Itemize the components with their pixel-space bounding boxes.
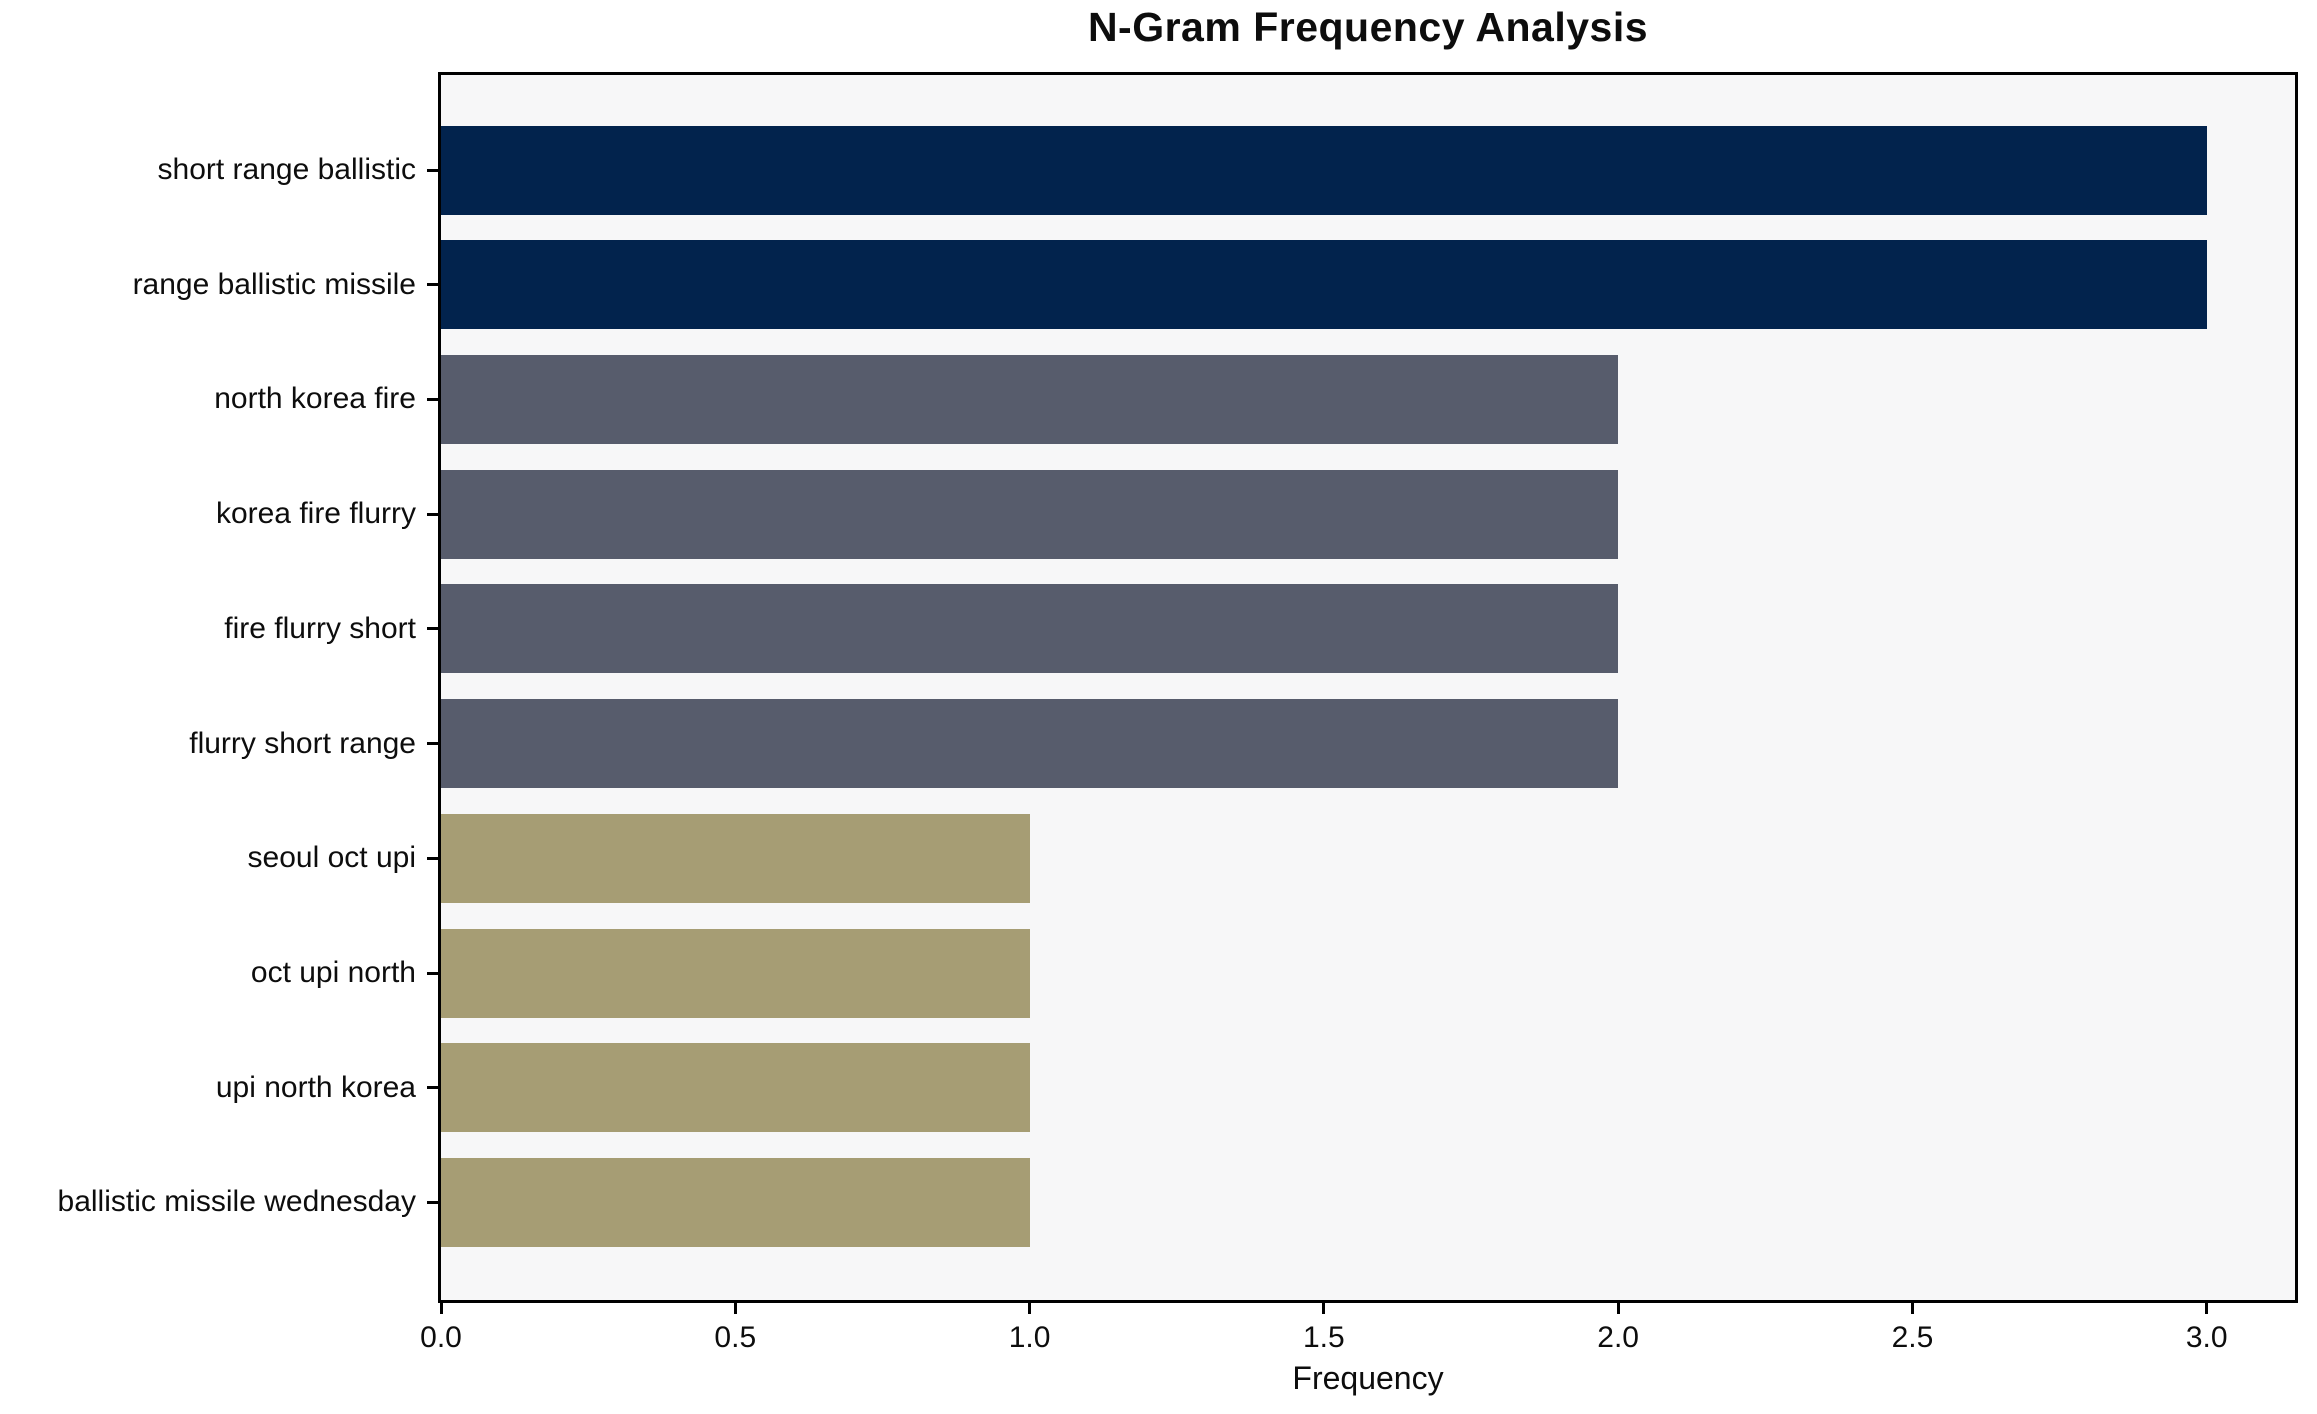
x-axis-tick-mark xyxy=(1910,1303,1914,1314)
bar xyxy=(441,354,1619,444)
x-axis-tick-mark xyxy=(439,1303,443,1314)
y-axis-category-label: seoul oct upi xyxy=(247,841,416,875)
bar xyxy=(441,1157,1030,1247)
bar xyxy=(441,125,2207,215)
x-axis-tick-label: 2.5 xyxy=(1891,1321,1934,1354)
y-axis-tick-mark xyxy=(427,971,438,975)
x-axis-tick-label: 0.5 xyxy=(714,1321,757,1354)
y-axis-tick-mark xyxy=(427,1200,438,1204)
x-axis-tick-label: 2.0 xyxy=(1597,1321,1639,1354)
plot-area xyxy=(438,72,2298,1303)
x-axis-tick-label: 3.0 xyxy=(2185,1321,2228,1354)
x-axis-tick-mark xyxy=(1028,1303,1032,1314)
bar xyxy=(441,928,1030,1018)
bar xyxy=(441,469,1619,559)
x-axis-tick-label: 0.0 xyxy=(420,1321,462,1354)
bar xyxy=(441,240,2207,330)
y-axis-tick-mark xyxy=(427,627,438,631)
y-axis-tick-mark xyxy=(427,168,438,172)
y-axis-tick-mark xyxy=(427,397,438,401)
y-axis-category-label: ballistic missile wednesday xyxy=(57,1185,416,1219)
x-axis-tick-label: 1.5 xyxy=(1302,1321,1345,1354)
y-axis-category-label: fire flurry short xyxy=(224,611,416,645)
bar xyxy=(441,1043,1030,1133)
bar xyxy=(441,699,1619,789)
y-axis-tick-mark xyxy=(427,1086,438,1090)
x-axis-tick-label: 1.0 xyxy=(1008,1321,1051,1354)
bar xyxy=(441,584,1619,674)
y-axis-category-label: flurry short range xyxy=(189,726,416,760)
x-axis-tick-mark xyxy=(2205,1303,2209,1314)
y-axis-category-label: korea fire flurry xyxy=(215,497,416,531)
y-axis-category-label: short range ballistic xyxy=(157,153,416,186)
chart-title: N-Gram Frequency Analysis xyxy=(1087,4,1649,50)
y-axis-tick-mark xyxy=(427,512,438,516)
x-axis-tick-mark xyxy=(1616,1303,1620,1314)
y-axis-tick-mark xyxy=(427,856,438,860)
y-axis-tick-mark xyxy=(427,742,438,746)
y-axis-category-label: oct upi north xyxy=(250,956,416,990)
x-axis-tick-mark xyxy=(733,1303,737,1314)
bar xyxy=(441,813,1030,903)
x-axis-title: Frequency xyxy=(1292,1360,1444,1396)
y-axis-category-label: range ballistic missile xyxy=(132,267,416,301)
y-axis-tick-mark xyxy=(427,283,438,287)
y-axis-category-label: upi north korea xyxy=(215,1070,416,1104)
x-axis-tick-mark xyxy=(1322,1303,1326,1314)
y-axis-category-label: north korea fire xyxy=(214,382,416,416)
